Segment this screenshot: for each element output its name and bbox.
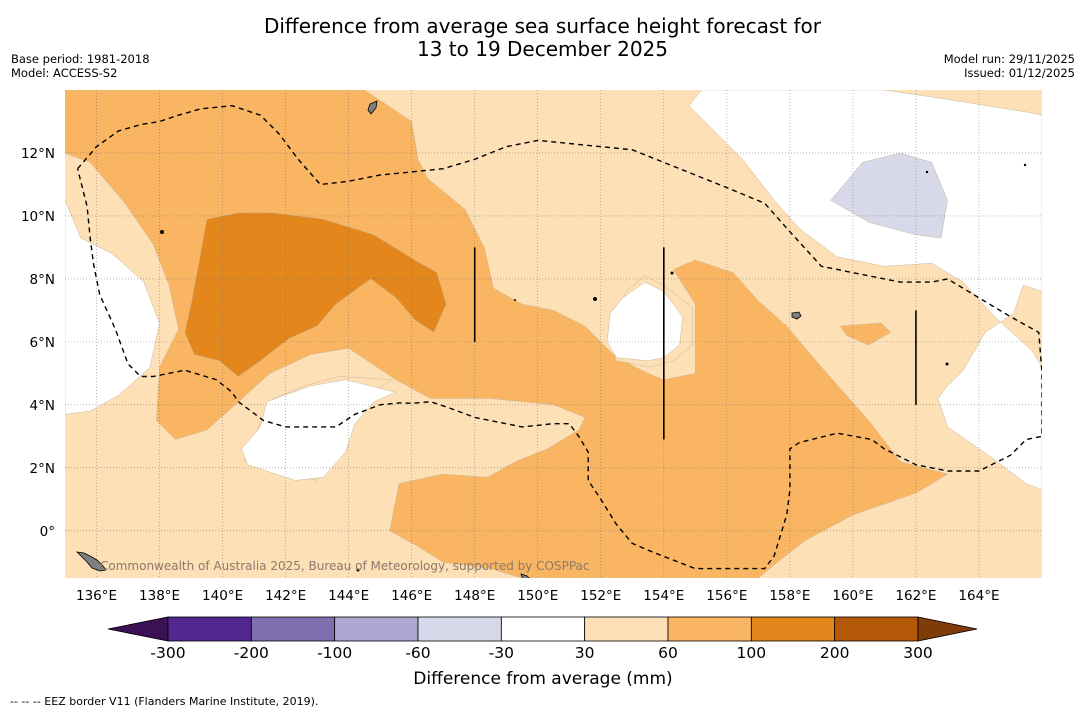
colorbar-band <box>334 616 419 642</box>
contour-region--30-30 <box>241 379 397 481</box>
island-pohnpei <box>791 311 802 320</box>
lat-tick-label: 2°N <box>30 461 55 477</box>
colorbar-tick-label: 300 <box>903 644 933 662</box>
colorbar-tick-label: 30 <box>575 644 595 662</box>
colorbar-band <box>667 616 752 642</box>
colorbar-band <box>500 616 586 642</box>
colorbar-tick-label: 60 <box>658 644 678 662</box>
eez-footnote: -- -- -- EEZ border V11 (Flanders Marine… <box>10 695 319 708</box>
lon-tick-label: 158°E <box>769 588 810 604</box>
colorbar-tick-label: 200 <box>820 644 850 662</box>
model-run: Model run: 29/11/2025 <box>943 52 1075 66</box>
contour-region-60-100 <box>840 322 891 346</box>
issued-date: Issued: 01/12/2025 <box>964 66 1075 80</box>
colorbar-tick-label: -60 <box>405 644 430 662</box>
colorbar-tick-label: -200 <box>234 644 269 662</box>
lon-tick-label: 156°E <box>706 588 747 604</box>
island-new-guinea-north <box>75 551 107 572</box>
title-line-1: Difference from average sea surface heig… <box>263 14 822 38</box>
lat-tick-label: 0° <box>40 524 55 540</box>
lat-tick-label: 10°N <box>21 209 55 225</box>
attribution-text: Commonwealth of Australia 2025, Bureau o… <box>100 559 590 573</box>
colorbar-extend-low <box>107 616 169 642</box>
lon-tick-label: 162°E <box>895 588 936 604</box>
colorbar-tick-label: -300 <box>150 644 185 662</box>
lat-tick-label: 8°N <box>30 272 55 288</box>
model-name: Model: ACCESS-S2 <box>11 66 118 80</box>
island-dot <box>514 299 516 301</box>
colorbar-title: Difference from average (mm) <box>413 669 672 689</box>
colorbar-tick-label: 100 <box>737 644 767 662</box>
contour-region-100-200 <box>184 212 447 377</box>
island-bismarck <box>520 573 530 578</box>
island-dot <box>1023 163 1027 167</box>
contour-region--60--30 <box>830 152 948 239</box>
meta-right: Model run: 29/11/2025 Issued: 01/12/2025 <box>944 52 1075 80</box>
lat-tick-label: 4°N <box>30 398 55 414</box>
lon-tick-label: 154°E <box>643 588 684 604</box>
contour-region--30-30 <box>65 199 160 415</box>
lon-tick-label: 138°E <box>139 588 180 604</box>
colorbar-tick-label: -100 <box>317 644 352 662</box>
lon-tick-label: 144°E <box>328 588 369 604</box>
colorbar-band <box>167 616 252 642</box>
colorbar-band <box>834 616 919 642</box>
island-dot <box>670 271 674 275</box>
island-dot <box>356 568 360 572</box>
islands <box>75 100 1027 578</box>
colorbar-band <box>750 616 836 642</box>
island-dot <box>925 170 929 174</box>
lon-tick-label: 164°E <box>958 588 999 604</box>
lon-tick-label: 160°E <box>832 588 873 604</box>
island-dot <box>945 362 949 366</box>
lon-tick-label: 148°E <box>454 588 495 604</box>
lon-tick-label: 150°E <box>517 588 558 604</box>
contour-region--30-30 <box>688 90 1042 491</box>
boundary-lines <box>473 247 917 440</box>
island-marianas <box>367 100 378 115</box>
base-period: Base period: 1981-2018 <box>11 52 150 66</box>
lon-tick-label: 140°E <box>202 588 243 604</box>
lon-tick-label: 152°E <box>580 588 621 604</box>
colorbar-band <box>584 616 669 642</box>
lat-tick-label: 6°N <box>30 335 55 351</box>
island-dot <box>593 297 597 301</box>
colorbar-band <box>417 616 502 642</box>
colorbar-tick-label: -30 <box>489 644 514 662</box>
colorbar-bands: -300 -200 -100 -60 -30 30 60 100 200 300 <box>107 616 978 662</box>
title-line-2: 13 to 19 December 2025 <box>416 37 668 61</box>
lon-tick-label: 136°E <box>76 588 117 604</box>
colorbar-extend-high <box>917 616 978 642</box>
island-dot <box>160 230 164 234</box>
axis-ticks: 136°E 138°E 140°E 142°E 144°E 146°E 148°E 150°E… <box>21 146 1000 604</box>
lon-tick-label: 146°E <box>391 588 432 604</box>
meta-left: Base period: 1981-2018 Model: ACCESS-S2 <box>11 52 150 80</box>
eez-borders <box>76 104 1042 570</box>
colorbar-band <box>250 616 336 642</box>
lat-tick-label: 12°N <box>21 146 55 162</box>
lon-tick-label: 142°E <box>265 588 306 604</box>
chart-title: Difference from average sea surface heig… <box>0 15 1085 61</box>
eez-border-line <box>76 104 1042 570</box>
